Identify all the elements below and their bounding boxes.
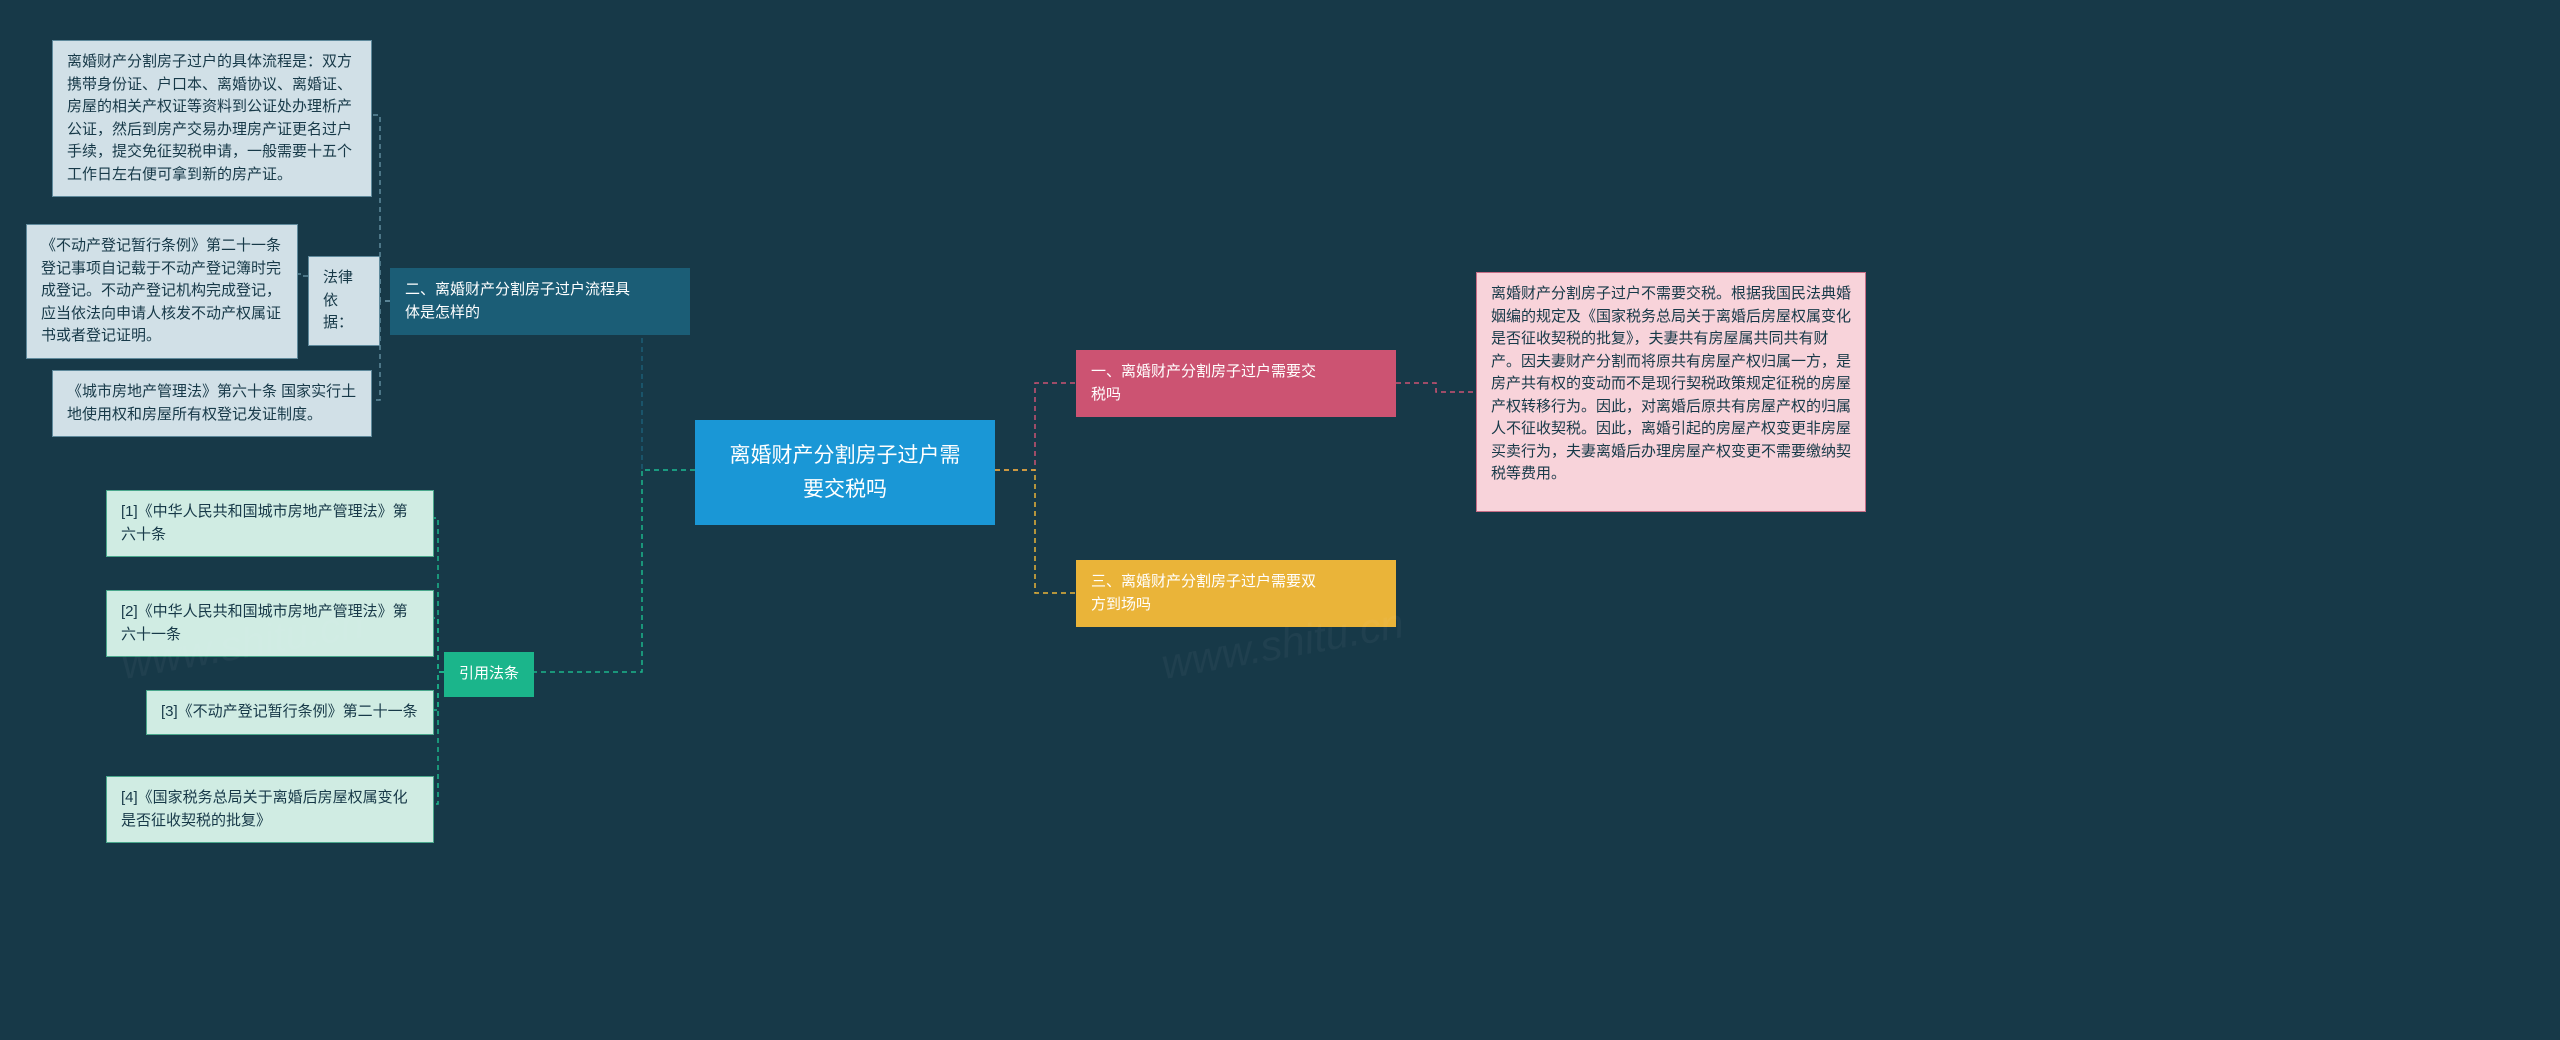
branch-2-legal-a[interactable]: 《不动产登记暂行条例》第二十一条 登记事项自记载于不动产登记簿时完成登记。不动产…: [26, 224, 298, 359]
branch-2-detail-a[interactable]: 离婚财产分割房子过户的具体流程是：双方携带身份证、户口本、离婚协议、离婚证、房屋…: [52, 40, 372, 197]
cite-2[interactable]: [2]《中华人民共和国城市房地产管理法》第六十一条: [106, 590, 434, 657]
branch-2-legal-b-text: 《城市房地产管理法》第六十条 国家实行土地使用权和房屋所有权登记发证制度。: [67, 383, 356, 423]
branch-1-detail[interactable]: 离婚财产分割房子过户不需要交税。根据我国民法典婚姻编的规定及《国家税务总局关于离…: [1476, 272, 1866, 512]
cite-1-text: [1]《中华人民共和国城市房地产管理法》第六十条: [121, 503, 408, 543]
branch-1-detail-text: 离婚财产分割房子过户不需要交税。根据我国民法典婚姻编的规定及《国家税务总局关于离…: [1491, 285, 1851, 482]
cite-1[interactable]: [1]《中华人民共和国城市房地产管理法》第六十条: [106, 490, 434, 557]
branch-2-detail-a-text: 离婚财产分割房子过户的具体流程是：双方携带身份证、户口本、离婚协议、离婚证、房屋…: [67, 53, 352, 183]
branch-2-legal-b[interactable]: 《城市房地产管理法》第六十条 国家实行土地使用权和房屋所有权登记发证制度。: [52, 370, 372, 437]
branch-1-line1: 一、离婚财产分割房子过户需要交: [1091, 363, 1316, 380]
citations[interactable]: 引用法条: [444, 652, 534, 697]
branch-2-legal-text: 法律依据：: [323, 269, 353, 331]
branch-3-line1: 三、离婚财产分割房子过户需要双: [1091, 573, 1316, 590]
citations-text: 引用法条: [459, 665, 519, 682]
branch-3[interactable]: 三、离婚财产分割房子过户需要双 方到场吗: [1076, 560, 1396, 627]
cite-2-text: [2]《中华人民共和国城市房地产管理法》第六十一条: [121, 603, 408, 643]
cite-4-text: [4]《国家税务总局关于离婚后房屋权属变化是否征收契税的批复》: [121, 789, 408, 829]
central-line1: 离婚财产分割房子过户需: [730, 444, 961, 467]
branch-2[interactable]: 二、离婚财产分割房子过户流程具 体是怎样的: [390, 268, 690, 335]
branch-2-line2: 体是怎样的: [405, 304, 480, 321]
branch-2-legal[interactable]: 法律依据：: [308, 256, 380, 346]
cite-4[interactable]: [4]《国家税务总局关于离婚后房屋权属变化是否征收契税的批复》: [106, 776, 434, 843]
cite-3[interactable]: [3]《不动产登记暂行条例》第二十一条: [146, 690, 434, 735]
branch-1[interactable]: 一、离婚财产分割房子过户需要交 税吗: [1076, 350, 1396, 417]
cite-3-text: [3]《不动产登记暂行条例》第二十一条: [161, 703, 418, 720]
central-topic[interactable]: 离婚财产分割房子过户需 要交税吗: [695, 420, 995, 525]
central-line2: 要交税吗: [803, 478, 887, 501]
branch-1-line2: 税吗: [1091, 386, 1121, 403]
branch-2-line1: 二、离婚财产分割房子过户流程具: [405, 281, 630, 298]
branch-3-line2: 方到场吗: [1091, 596, 1151, 613]
branch-2-legal-a-text: 《不动产登记暂行条例》第二十一条 登记事项自记载于不动产登记簿时完成登记。不动产…: [41, 237, 281, 344]
